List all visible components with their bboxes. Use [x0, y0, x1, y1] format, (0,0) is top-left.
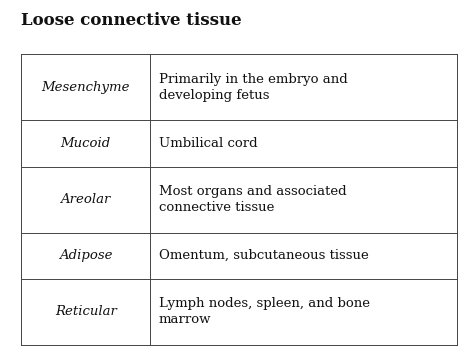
Text: Loose connective tissue: Loose connective tissue — [21, 12, 242, 29]
Text: Areolar: Areolar — [61, 193, 111, 206]
Bar — [21, 54, 457, 345]
Text: Most organs and associated
connective tissue: Most organs and associated connective ti… — [158, 185, 346, 214]
Text: Omentum, subcutaneous tissue: Omentum, subcutaneous tissue — [158, 249, 368, 262]
Text: Adipose: Adipose — [59, 249, 112, 262]
Text: Reticular: Reticular — [55, 305, 117, 318]
Text: Umbilical cord: Umbilical cord — [158, 137, 257, 150]
Text: Lymph nodes, spleen, and bone
marrow: Lymph nodes, spleen, and bone marrow — [158, 297, 370, 326]
Text: Primarily in the embryo and
developing fetus: Primarily in the embryo and developing f… — [158, 73, 347, 102]
Text: Mucoid: Mucoid — [61, 137, 111, 150]
Text: Mesenchyme: Mesenchyme — [41, 81, 130, 94]
